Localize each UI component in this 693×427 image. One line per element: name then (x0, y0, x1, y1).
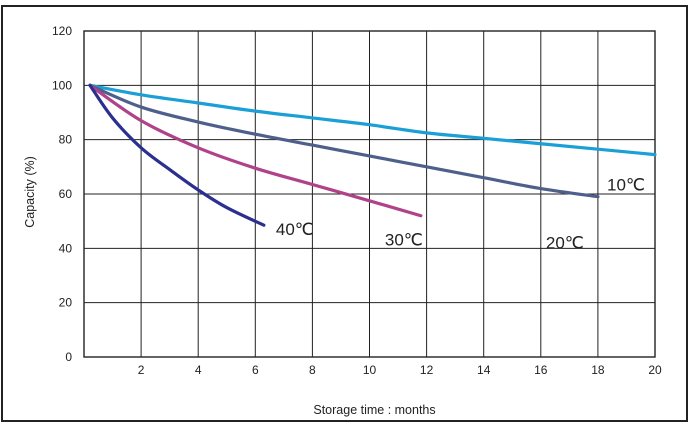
x-tick-label: 10 (363, 363, 377, 377)
y-tick-label: 60 (59, 187, 73, 201)
x-axis-title: Storage time : months (313, 403, 435, 417)
series-line-2 (88, 83, 423, 218)
x-tick-label: 6 (252, 363, 259, 377)
x-tick-label: 16 (534, 363, 548, 377)
plot-area (83, 30, 656, 358)
y-tick-label: 100 (52, 78, 72, 92)
series-labels: 10℃ 20℃ 30℃ 40℃ (276, 176, 645, 253)
x-tick-label: 12 (420, 363, 434, 377)
series-line-1 (88, 83, 600, 199)
y-tick-label: 120 (52, 24, 72, 38)
series-label-0: 10℃ (607, 176, 645, 195)
series-label-3: 40℃ (276, 220, 314, 239)
x-tick-label: 4 (195, 363, 202, 377)
y-tick-label: 80 (59, 133, 73, 147)
series-line-3 (88, 83, 266, 227)
series-label-2: 30℃ (385, 231, 423, 250)
series-group (88, 83, 657, 227)
x-tick-label: 8 (309, 363, 316, 377)
y-tick-label: 40 (59, 241, 73, 255)
series-label-1: 20℃ (546, 234, 584, 253)
y-axis-title: Capacity (%) (23, 156, 37, 228)
x-tick-label: 2 (138, 363, 145, 377)
x-tick-label: 20 (648, 363, 662, 377)
x-tick-label: 14 (477, 363, 491, 377)
series-line-0 (88, 83, 657, 157)
x-tick-label: 18 (591, 363, 605, 377)
chart-frame (1, 5, 688, 422)
y-tick-label: 0 (65, 350, 72, 364)
y-tick-label: 20 (59, 296, 73, 310)
tick-labels: 2 4 6 8 10 12 14 16 18 20 0 20 40 60 80 100 120 (52, 24, 662, 377)
